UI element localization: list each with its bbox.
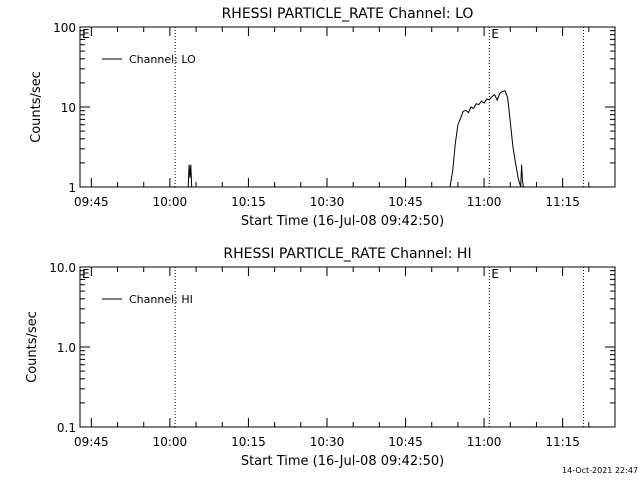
y-tick-label: 0.1 xyxy=(57,421,76,435)
chart-title: RHESSI PARTICLE_RATE Channel: HI xyxy=(223,246,471,262)
x-tick-label: 10:45 xyxy=(388,195,423,209)
plot-frame xyxy=(79,26,616,188)
event-marker-label: E xyxy=(491,267,499,281)
x-tick-label: 10:00 xyxy=(153,195,188,209)
x-tick-label: 09:45 xyxy=(74,435,109,449)
x-tick-label: 11:15 xyxy=(545,195,580,209)
x-tick-label: 10:30 xyxy=(310,195,345,209)
event-marker-label: E xyxy=(82,27,90,41)
event-marker-label: E xyxy=(491,27,499,41)
x-tick-label: 10:00 xyxy=(153,435,188,449)
footer-timestamp: 14-Oct-2021 22:47 xyxy=(562,466,638,475)
series-line xyxy=(187,164,193,188)
y-tick-label: 10.0 xyxy=(49,261,76,275)
x-tick-label: 10:15 xyxy=(231,195,266,209)
y-tick-label: 1 xyxy=(68,181,76,195)
y-axis-label: Counts/sec xyxy=(29,71,44,143)
y-tick-label: 10 xyxy=(61,101,76,115)
x-tick-label: 10:30 xyxy=(310,435,345,449)
y-tick-label: 1.0 xyxy=(57,341,76,355)
legend-label: Channel: HI xyxy=(129,293,193,306)
y-tick-label: 100 xyxy=(53,21,76,35)
x-tick-label: 11:15 xyxy=(545,435,580,449)
x-tick-label: 10:15 xyxy=(231,435,266,449)
x-axis-label: Start Time (16-Jul-08 09:42:50) xyxy=(241,214,444,229)
x-tick-label: 11:00 xyxy=(467,435,502,449)
chart-title: RHESSI PARTICLE_RATE Channel: LO xyxy=(222,6,474,22)
panel-lo: RHESSI PARTICLE_RATE Channel: LO 09:45 10:… xyxy=(29,6,616,229)
x-tick-label: 10:45 xyxy=(388,435,423,449)
series-line xyxy=(449,90,524,188)
x-tick-label: 09:45 xyxy=(74,195,109,209)
legend-label: Channel: LO xyxy=(129,53,196,66)
x-axis-label: Start Time (16-Jul-08 09:42:50) xyxy=(241,454,444,469)
y-axis-label: Counts/sec xyxy=(25,311,40,383)
panel-hi: RHESSI PARTICLE_RATE Channel: HI 09:45 10:… xyxy=(25,246,616,469)
x-tick-label: 11:00 xyxy=(467,195,502,209)
plot-frame xyxy=(79,266,616,428)
event-marker-label: E xyxy=(82,267,90,281)
